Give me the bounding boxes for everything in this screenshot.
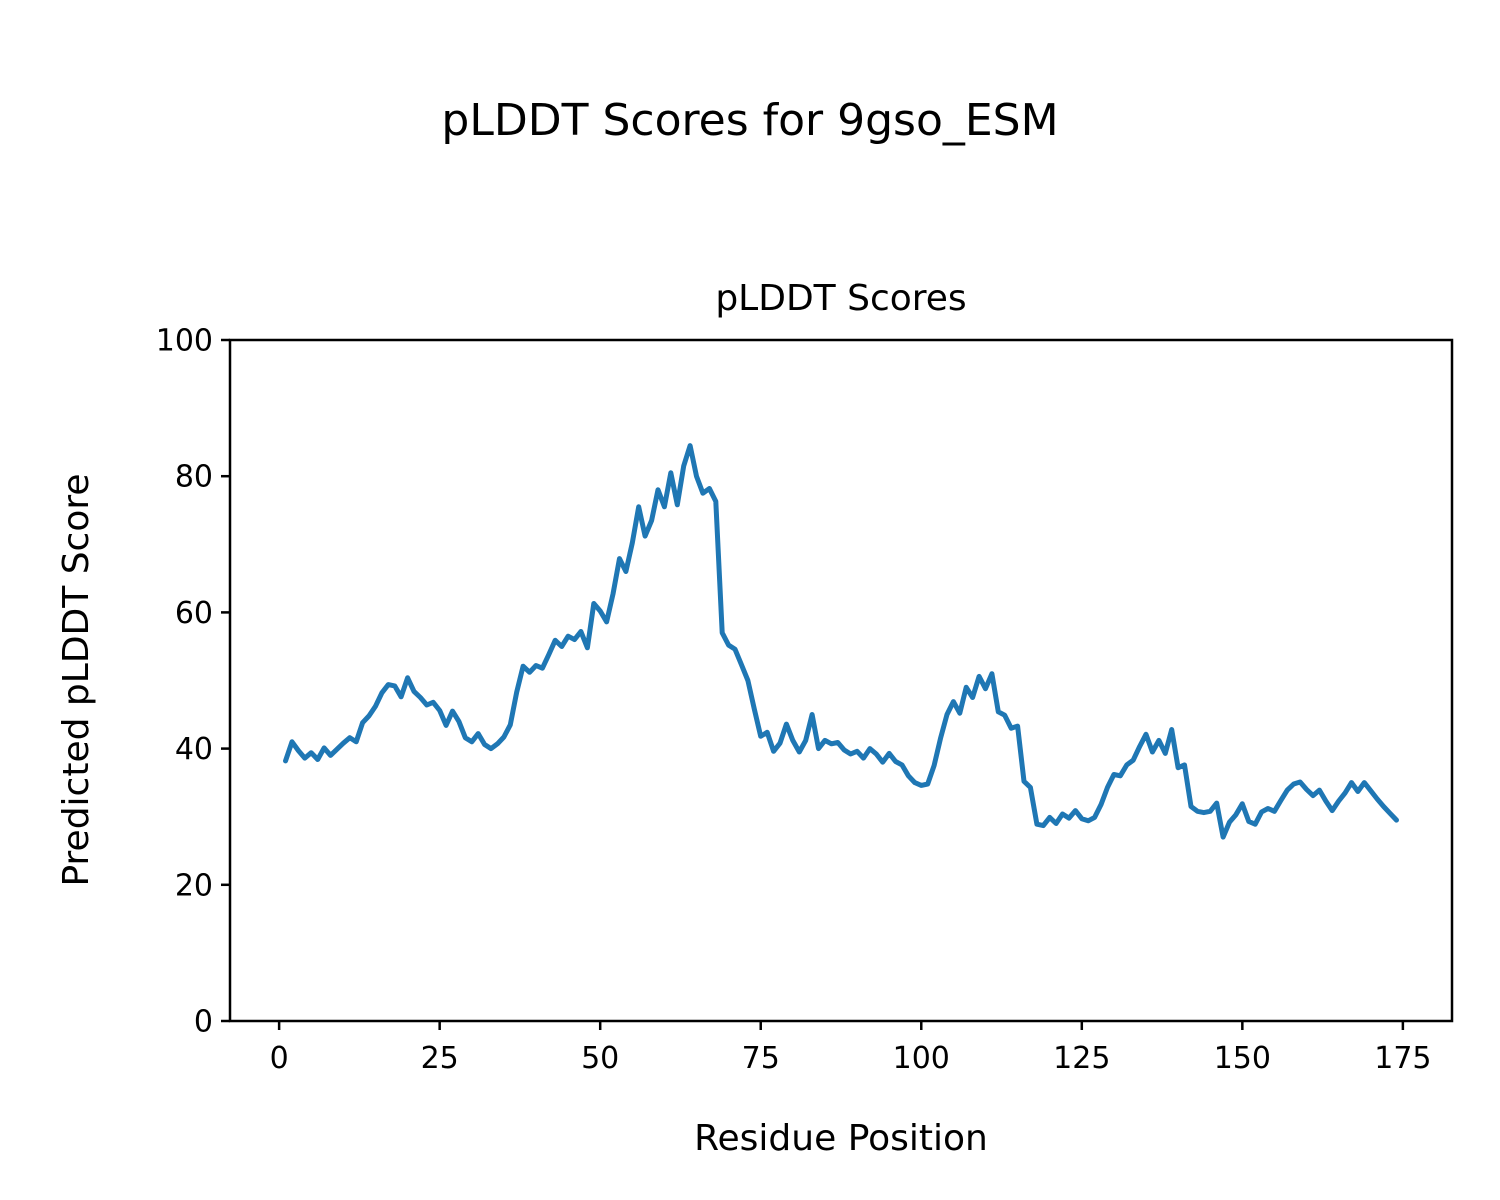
y-axis-label: Predicted pLDDT Score (56, 473, 97, 886)
axes-title: pLDDT Scores (715, 278, 966, 319)
x-axis-label: Residue Position (694, 1118, 988, 1159)
y-axis-ticks: 0 20 40 60 80 100 (156, 324, 230, 1040)
x-tick-label: 175 (1374, 1041, 1431, 1076)
x-tick-label: 100 (893, 1041, 950, 1076)
x-tick-label: 75 (742, 1041, 780, 1076)
x-tick-label: 25 (421, 1041, 459, 1076)
plddt-series-line (283, 443, 1399, 840)
y-tick-label: 0 (194, 1005, 213, 1040)
x-tick-label: 0 (270, 1041, 289, 1076)
y-tick-label: 80 (175, 460, 213, 495)
x-tick-label: 50 (581, 1041, 619, 1076)
y-tick-label: 40 (175, 732, 213, 767)
plot-area-spines (228, 338, 1454, 1023)
figure-title: pLDDT Scores for 9gso_ESM (441, 95, 1058, 146)
x-tick-label: 125 (1053, 1041, 1110, 1076)
x-axis-ticks: 0 25 50 75 100 125 150 175 (270, 1021, 1432, 1076)
y-tick-label: 100 (156, 324, 213, 359)
x-tick-label: 150 (1214, 1041, 1271, 1076)
y-tick-label: 20 (175, 868, 213, 903)
y-tick-label: 60 (175, 596, 213, 631)
